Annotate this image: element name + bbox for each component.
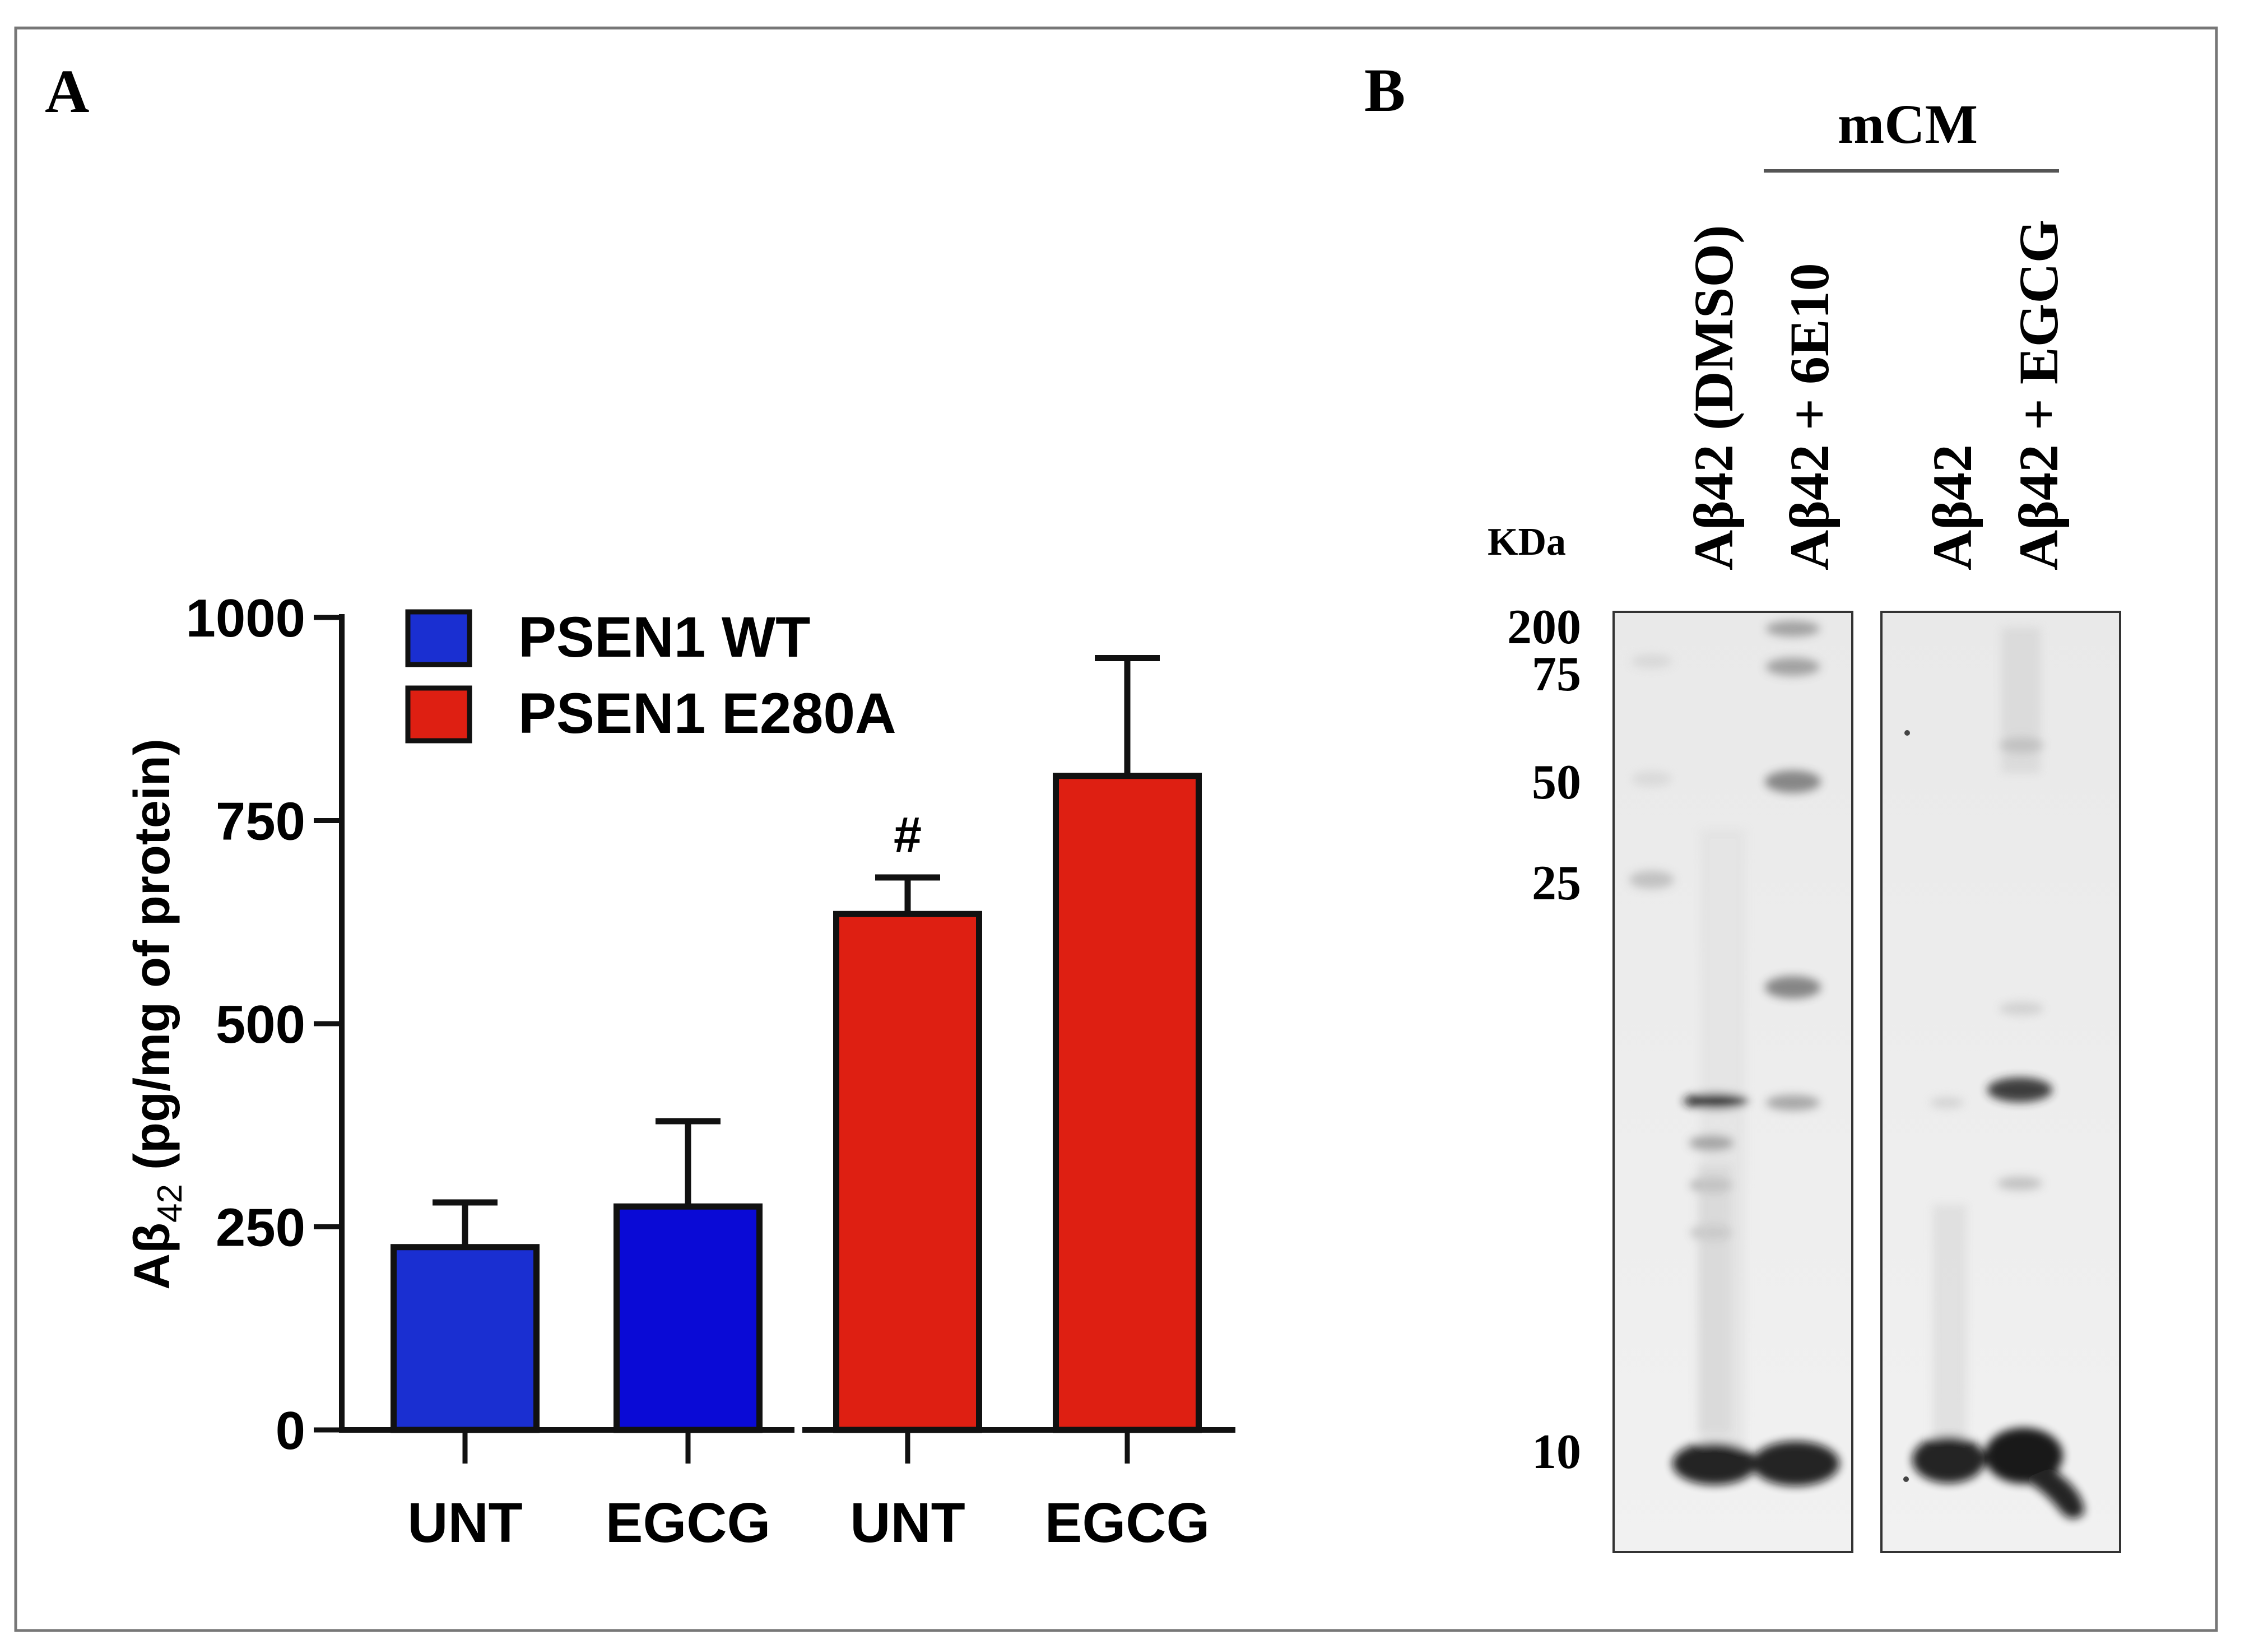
marker-75: 75 [1532,647,1581,702]
mcm-label: mCM [1838,93,1978,155]
bar-2 [833,911,982,1433]
legend-label-e280a: PSEN1 E280A [518,681,896,745]
legend: PSEN1 WT PSEN1 E280A [405,605,896,745]
blot-membrane-left [1612,611,1853,1553]
x-tick-label-3: EGCG [1045,1492,1210,1554]
y-tick-label-1: 250 [216,1198,305,1258]
western-blot: mCM KDa Aβ42 (DMSO) Aβ42 + 6E10 Aβ42 Aβ4… [1488,93,2121,1553]
panel-b-label: B [1364,56,1405,124]
marker-10: 10 [1532,1425,1581,1479]
lane-label-6e10: Aβ42 + 6E10 [1778,263,1841,570]
lane-label-dmso: Aβ42 (DMSO) [1683,225,1745,570]
bar-chart: PSEN1 WT PSEN1 E280A Aβ42 (pg/mg of prot… [124,588,1235,1554]
y-tick-label-2: 500 [216,995,305,1055]
x-tick-label-2: UNT [850,1492,965,1554]
bar-1 [614,1203,763,1433]
y-tick-label-3: 750 [216,792,305,852]
legend-swatch-wt [405,609,472,667]
kda-label: KDa [1488,521,1566,564]
x-tick-label-0: UNT [407,1492,523,1554]
legend-label-wt: PSEN1 WT [518,605,810,669]
y-tick-label-0: 0 [276,1401,305,1461]
bar-3 [1053,773,1202,1433]
y-tick-label-4: 1000 [185,588,305,648]
legend-swatch-e280a [405,685,472,744]
marker-25: 25 [1532,856,1581,911]
axes: UNT EGCG UNT EGCG 0 250 500 750 1000 [185,588,1235,1554]
marker-200: 200 [1507,600,1581,654]
panel-a-label: A [45,57,89,126]
lane-label-egcg: Aβ42 + EGCG [2007,220,2070,570]
blot-membrane-right [1880,611,2121,1553]
x-tick-label-1: EGCG [606,1492,770,1554]
bar-0 [391,1244,540,1433]
lane-label-ab42: Aβ42 [1921,444,1983,570]
bar-annotation-2: # [894,807,922,863]
y-axis-label: Aβ42 (pg/mg of protein) [124,738,189,1290]
marker-50: 50 [1532,755,1581,810]
